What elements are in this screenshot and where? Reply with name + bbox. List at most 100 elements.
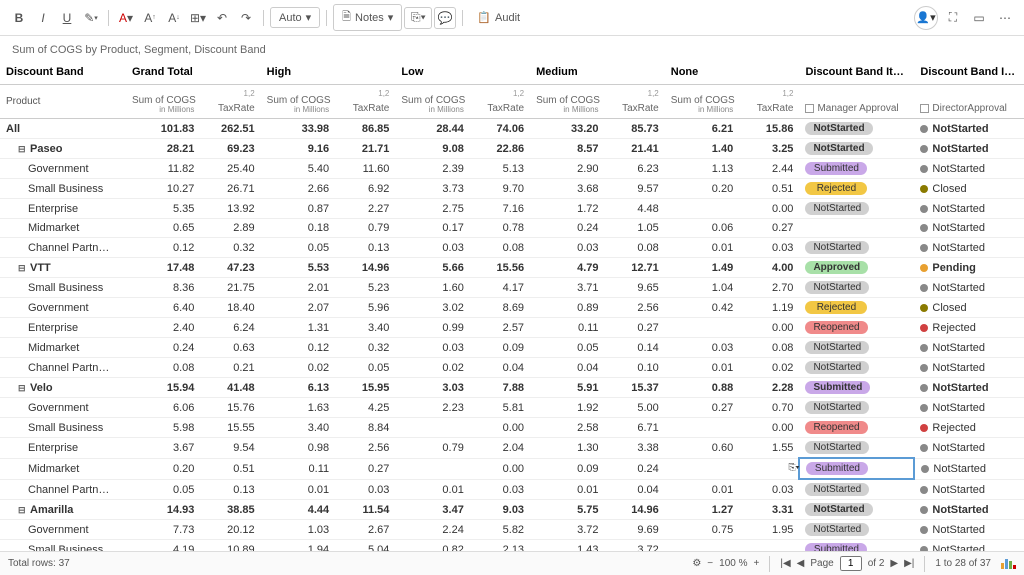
font-color-button[interactable]: A▾	[115, 7, 137, 29]
value-cell: 1.92	[530, 398, 604, 418]
table-row[interactable]: Enterprise5.3513.920.872.272.757.161.724…	[0, 199, 1024, 219]
value-cell: 0.05	[261, 238, 335, 258]
table-row[interactable]: Small Business5.9815.553.408.840.002.586…	[0, 418, 1024, 438]
table-row[interactable]: Small Business8.3621.752.015.231.604.173…	[0, 278, 1024, 298]
dir-status-cell[interactable]: Closed	[914, 298, 1024, 318]
product-cell: Midmarket	[0, 458, 126, 479]
mgr-status-cell[interactable]: Reopened	[799, 318, 914, 338]
dir-status-cell[interactable]: NotStarted	[914, 458, 1024, 479]
mgr-status-cell[interactable]: NotStarted	[799, 479, 914, 500]
mgr-status-cell[interactable]: NotStarted	[799, 278, 914, 298]
minimize-button[interactable]: ▭	[968, 7, 990, 29]
mgr-status-cell[interactable]: NotStarted	[799, 358, 914, 378]
dir-status-cell[interactable]: NotStarted	[914, 219, 1024, 238]
mgr-status-cell[interactable]: NotStarted	[799, 520, 914, 540]
mgr-status-cell[interactable]: NotStarted	[799, 119, 914, 139]
dir-status-cell[interactable]: NotStarted	[914, 398, 1024, 418]
dir-status-cell[interactable]: Pending	[914, 258, 1024, 278]
table-row[interactable]: Government6.0615.761.634.252.235.811.925…	[0, 398, 1024, 418]
undo-button[interactable]: ↶	[211, 7, 233, 29]
table-row[interactable]: Government7.7320.121.032.672.245.823.729…	[0, 520, 1024, 540]
pivot-grid[interactable]: Discount Band Grand Total High Low Mediu…	[0, 60, 1024, 557]
italic-button[interactable]: I	[32, 7, 54, 29]
zoom-in[interactable]: +	[754, 558, 760, 569]
last-page[interactable]: ▶|	[904, 558, 914, 569]
table-row[interactable]: Channel Partn…0.050.130.010.030.010.030.…	[0, 479, 1024, 500]
table-row[interactable]: Government6.4018.402.075.963.028.690.892…	[0, 298, 1024, 318]
user-avatar[interactable]: 👤▾	[914, 6, 938, 30]
dir-status-cell[interactable]: Rejected	[914, 418, 1024, 438]
table-row[interactable]: Government11.8225.405.4011.602.395.132.9…	[0, 159, 1024, 179]
dir-status-cell[interactable]: NotStarted	[914, 119, 1024, 139]
mgr-status-cell[interactable]: Submitted	[799, 378, 914, 398]
table-row[interactable]: ⊟VTT17.4847.235.5314.965.6615.564.7912.7…	[0, 258, 1024, 278]
dir-status-cell[interactable]: NotStarted	[914, 139, 1024, 159]
font-decrease-button[interactable]: A↓	[163, 7, 185, 29]
dir-status-cell[interactable]: Closed	[914, 179, 1024, 199]
mgr-status-cell[interactable]: NotStarted	[799, 500, 914, 520]
prev-page[interactable]: ◀	[797, 558, 805, 569]
dir-status-cell[interactable]: NotStarted	[914, 159, 1024, 179]
mgr-status-cell[interactable]: Rejected	[799, 298, 914, 318]
mgr-status-cell[interactable]: ⎘▾Submitted	[799, 458, 914, 479]
table-row[interactable]: Midmarket0.652.890.180.790.170.780.241.0…	[0, 219, 1024, 238]
table-row[interactable]: Midmarket0.200.510.110.270.000.090.24⎘▾S…	[0, 458, 1024, 479]
mgr-status-cell[interactable]: NotStarted	[799, 238, 914, 258]
mgr-status-cell[interactable]: NotStarted	[799, 338, 914, 358]
mgr-status-cell[interactable]: Approved	[799, 258, 914, 278]
highlight-button[interactable]: ✎▾	[80, 7, 102, 29]
first-page[interactable]: |◀	[780, 558, 790, 569]
table-row[interactable]: All101.83262.5133.9886.8528.4474.0633.20…	[0, 119, 1024, 139]
table-row[interactable]: Channel Partn…0.120.320.050.130.030.080.…	[0, 238, 1024, 258]
bold-button[interactable]: B	[8, 7, 30, 29]
table-row[interactable]: ⊟Velo15.9441.486.1315.953.037.885.9115.3…	[0, 378, 1024, 398]
dir-status-cell[interactable]: NotStarted	[914, 199, 1024, 219]
font-increase-button[interactable]: A↑	[139, 7, 161, 29]
auto-dropdown[interactable]: Auto ▾	[270, 7, 320, 28]
table-row[interactable]: ⊟Paseo28.2169.239.1621.719.0822.868.5721…	[0, 139, 1024, 159]
chart-icon[interactable]	[1001, 559, 1016, 569]
next-page[interactable]: ▶	[890, 558, 898, 569]
mgr-status-cell[interactable]: Submitted	[799, 159, 914, 179]
page-input[interactable]	[840, 556, 862, 571]
mgr-status-cell[interactable]: NotStarted	[799, 139, 914, 159]
audit-button[interactable]: 📋 Audit	[469, 8, 528, 27]
borders-button[interactable]: ⊞▾	[187, 7, 209, 29]
value-cell: 0.04	[530, 358, 604, 378]
dir-status-cell[interactable]: NotStarted	[914, 438, 1024, 459]
mgr-status-cell[interactable]: NotStarted	[799, 438, 914, 459]
table-row[interactable]: Enterprise3.679.540.982.560.792.041.303.…	[0, 438, 1024, 459]
table-row[interactable]: Enterprise2.406.241.313.400.992.570.110.…	[0, 318, 1024, 338]
mgr-status-cell[interactable]: NotStarted	[799, 398, 914, 418]
table-row[interactable]: Midmarket0.240.630.120.320.030.090.050.1…	[0, 338, 1024, 358]
comment-button[interactable]: 💬	[434, 7, 456, 29]
dir-status-cell[interactable]: NotStarted	[914, 479, 1024, 500]
zoom-out[interactable]: −	[707, 558, 713, 569]
table-row[interactable]: ⊟Amarilla14.9338.854.4411.543.479.035.75…	[0, 500, 1024, 520]
dir-status-cell[interactable]: Rejected	[914, 318, 1024, 338]
dir-status-cell[interactable]: NotStarted	[914, 338, 1024, 358]
add-button[interactable]: ⎘▾	[404, 7, 432, 29]
more-button[interactable]: ⋯	[994, 7, 1016, 29]
value-cell: 4.00	[739, 258, 799, 278]
dir-status-cell[interactable]: NotStarted	[914, 520, 1024, 540]
value-cell: 0.03	[335, 479, 395, 500]
mgr-status-cell[interactable]: NotStarted	[799, 199, 914, 219]
settings-icon[interactable]: ⚙	[692, 558, 701, 569]
dir-status-cell[interactable]: NotStarted	[914, 378, 1024, 398]
redo-button[interactable]: ↷	[235, 7, 257, 29]
table-row[interactable]: Small Business10.2726.712.666.923.739.70…	[0, 179, 1024, 199]
dir-status-cell[interactable]: NotStarted	[914, 358, 1024, 378]
table-row[interactable]: Channel Partn…0.080.210.020.050.020.040.…	[0, 358, 1024, 378]
value-cell: 0.04	[605, 479, 665, 500]
dir-status-cell[interactable]: NotStarted	[914, 238, 1024, 258]
maximize-button[interactable]: ⛶	[942, 7, 964, 29]
mgr-status-cell[interactable]: Reopened	[799, 418, 914, 438]
value-cell: 5.91	[530, 378, 604, 398]
dir-status-cell[interactable]: NotStarted	[914, 278, 1024, 298]
mgr-status-cell[interactable]: Rejected	[799, 179, 914, 199]
value-cell: 28.44	[395, 119, 469, 139]
underline-button[interactable]: U	[56, 7, 78, 29]
notes-dropdown[interactable]: 🗎 Notes ▾	[333, 4, 402, 31]
dir-status-cell[interactable]: NotStarted	[914, 500, 1024, 520]
